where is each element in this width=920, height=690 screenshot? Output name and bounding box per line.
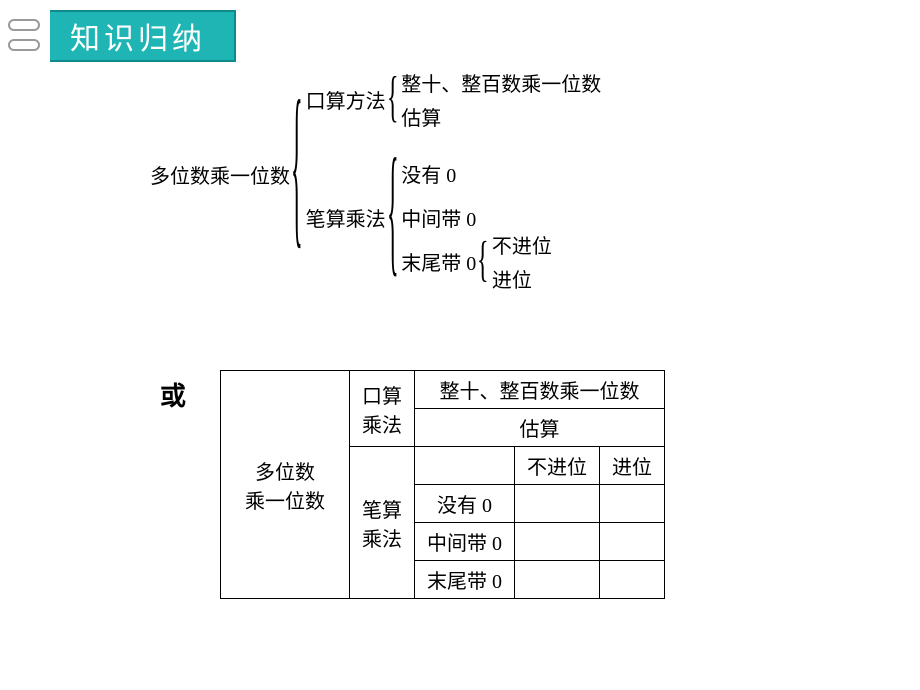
- table-cell: 口算乘法: [350, 371, 415, 447]
- table-cell: [515, 485, 600, 523]
- table-cell: 笔算乘法: [350, 447, 415, 599]
- table-cell: [515, 523, 600, 561]
- brace-icon: {: [291, 71, 303, 278]
- or-label: 或: [160, 376, 186, 413]
- table-cell: [600, 523, 665, 561]
- table-cell: [415, 447, 515, 485]
- summary-table: 多位数乘一位数 口算乘法 整十、整百数乘一位数 估算 笔算乘法 不进位 进位 没…: [220, 370, 665, 599]
- root-label: 多位数乘一位数: [150, 160, 290, 189]
- table-row: 多位数乘一位数 口算乘法 整十、整百数乘一位数: [221, 371, 665, 409]
- leaf-item: 没有 0: [401, 151, 552, 195]
- branch-label: 末尾带 0: [401, 247, 476, 276]
- leaf-item: 整十、整百数乘一位数: [401, 65, 601, 99]
- table-cell: 中间带 0: [415, 523, 515, 561]
- table-cell: [600, 485, 665, 523]
- table-cell: 估算: [415, 409, 665, 447]
- page-title: 知识归纳: [50, 10, 236, 62]
- table-cell: [600, 561, 665, 599]
- table-cell: 末尾带 0: [415, 561, 515, 599]
- table-cell: 没有 0: [415, 485, 515, 523]
- table-cell: 整十、整百数乘一位数: [415, 371, 665, 409]
- brace-icon: {: [387, 134, 399, 300]
- branch-label: 口算方法: [306, 85, 386, 114]
- table-cell: 不进位: [515, 447, 600, 485]
- table-cell: 多位数乘一位数: [221, 371, 350, 599]
- leaf-item: 估算: [401, 99, 601, 133]
- brace-icon: {: [387, 67, 399, 131]
- table-cell: [515, 561, 600, 599]
- brace-icon: {: [477, 232, 489, 290]
- binder-icon: [0, 15, 50, 57]
- leaf-item: 不进位: [492, 227, 552, 261]
- table-cell: 进位: [600, 447, 665, 485]
- branch-label: 笔算乘法: [306, 203, 386, 232]
- leaf-item: 进位: [492, 261, 552, 295]
- hierarchy-diagram: 多位数乘一位数 { 口算方法 { 整十、整百数乘一位数 估算 笔算乘法 { 没有…: [150, 65, 601, 283]
- header: 知识归纳: [0, 15, 236, 57]
